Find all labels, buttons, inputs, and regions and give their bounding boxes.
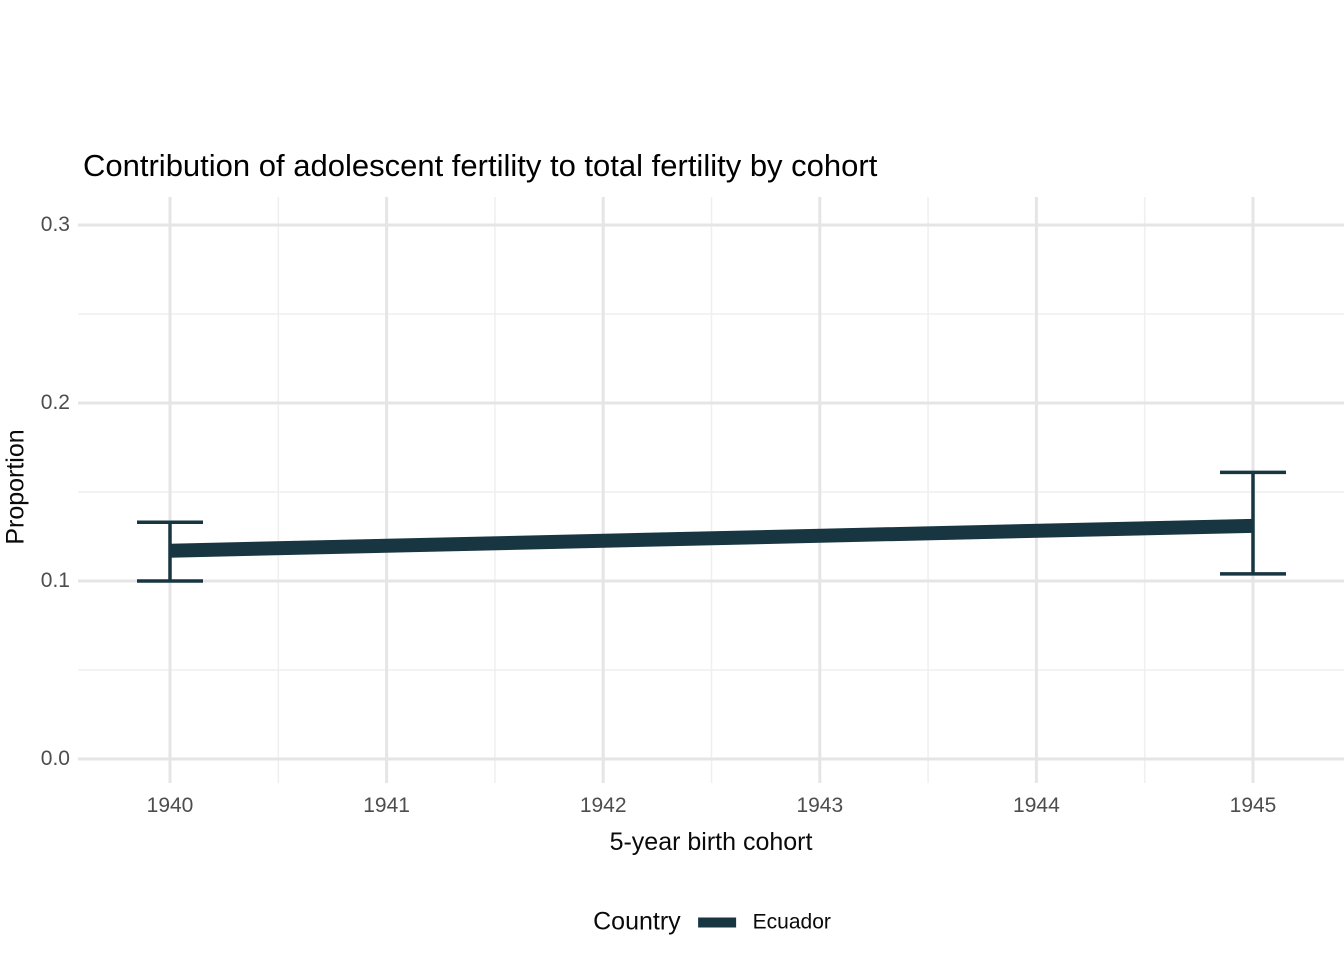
y-axis-title: Proportion bbox=[1, 429, 30, 545]
x-tick-label: 1944 bbox=[1013, 794, 1060, 817]
y-tick-label: 0.1 bbox=[40, 569, 70, 592]
x-tick-label: 1943 bbox=[796, 794, 844, 817]
x-axis-title: 5-year birth cohort bbox=[609, 828, 813, 856]
y-tick-label: 0.2 bbox=[40, 391, 70, 414]
legend: Country Ecuador bbox=[593, 908, 831, 937]
x-tick-label: 1940 bbox=[146, 794, 194, 817]
chart-title: Contribution of adolescent fertility to … bbox=[83, 148, 878, 183]
x-tick-label: 1945 bbox=[1229, 794, 1277, 817]
series-line-ecuador bbox=[169, 518, 1254, 558]
x-tick-label: 1942 bbox=[579, 794, 627, 817]
legend-label-ecuador: Ecuador bbox=[752, 910, 831, 933]
y-tick-label: 0.0 bbox=[40, 747, 70, 770]
legend-key-ecuador-line bbox=[697, 917, 736, 927]
y-tick-label: 0.3 bbox=[40, 213, 70, 236]
x-tick-label: 1941 bbox=[363, 794, 410, 817]
legend-title: Country bbox=[593, 907, 681, 936]
